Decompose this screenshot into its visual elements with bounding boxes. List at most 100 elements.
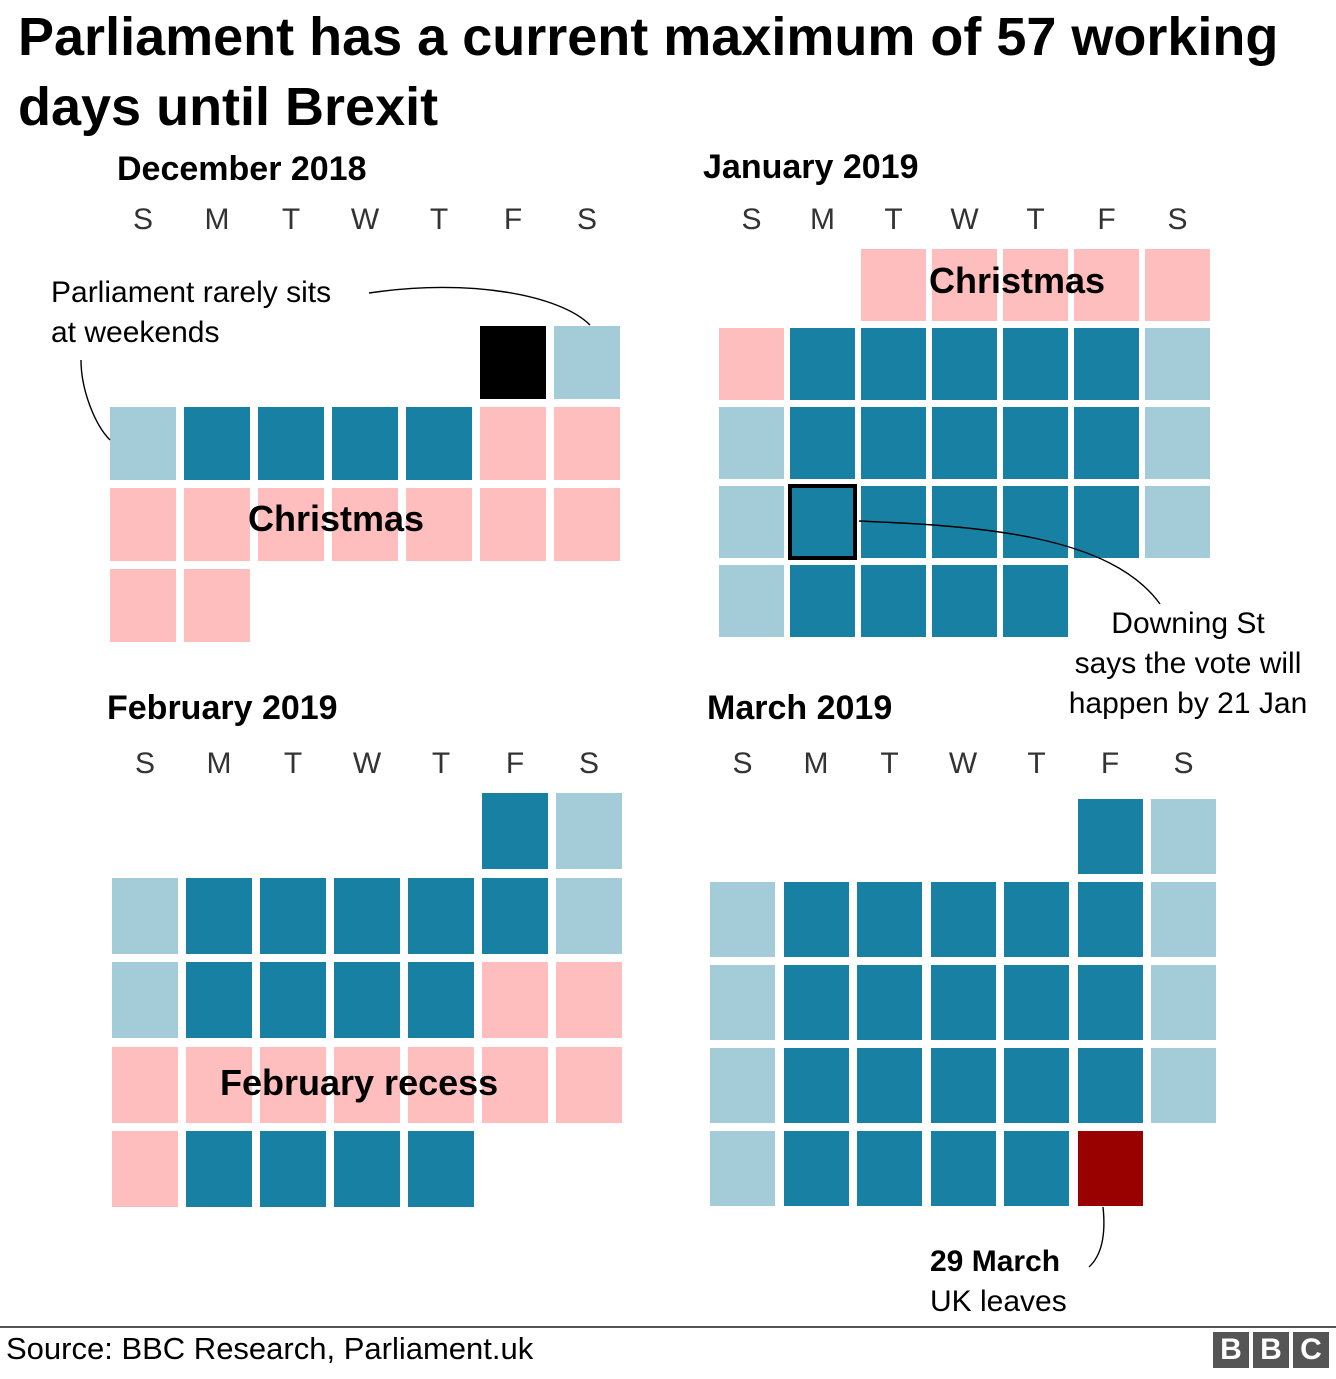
day-cell-recess <box>334 1046 400 1123</box>
footer-divider <box>0 1326 1336 1328</box>
calendar-title-december: December 2018 <box>117 150 367 188</box>
day-cell-sitting <box>930 1048 996 1123</box>
day-cell-recess <box>556 1046 622 1123</box>
day-cell-weekend <box>719 407 784 479</box>
calendar-title-february: February 2019 <box>107 689 338 727</box>
day-cell-sitting <box>861 328 926 400</box>
day-cell-sitting <box>1077 882 1143 957</box>
weekend-leader-line <box>368 286 591 326</box>
day-cell-sitting <box>1077 1048 1143 1123</box>
weekend-leader-line-lower <box>80 359 111 441</box>
day-cell-sitting <box>1003 328 1068 400</box>
weekday-header-december: S <box>132 203 153 236</box>
day-cell-recess <box>1003 249 1068 321</box>
weekends-annotation-line-2: at weekends <box>51 316 220 349</box>
day-cell-recess <box>719 328 784 400</box>
weekday-header-february: W <box>352 747 382 780</box>
day-cell-sitting <box>790 565 855 637</box>
day-cell-sitting <box>260 962 326 1038</box>
brexit-leader-line <box>1088 1206 1105 1268</box>
day-cell-recess <box>110 569 176 642</box>
day-cell-brexit_day <box>1077 1131 1143 1206</box>
brexit-annotation: 29 March UK leaves <box>930 1242 1067 1322</box>
day-cell-recess <box>112 1131 178 1207</box>
weekday-header-february: T <box>283 747 303 780</box>
chart-title: Parliament has a current maximum of 57 w… <box>18 7 1279 137</box>
christmas-label-december: Christmas <box>248 498 425 539</box>
day-cell-sitting <box>1074 407 1139 479</box>
day-cell-sitting <box>932 328 997 400</box>
day-cell-weekend <box>110 407 176 480</box>
day-cell-sitting <box>186 1131 252 1207</box>
day-cell-sitting <box>857 965 922 1040</box>
day-cell-sitting <box>1077 799 1143 874</box>
day-cell-sitting <box>930 1131 996 1206</box>
bbc-logo-block-2: B <box>1253 1332 1289 1368</box>
day-cell-recess <box>932 249 997 321</box>
day-cell-sitting <box>1004 1048 1069 1123</box>
weekday-header-january: S <box>741 203 762 236</box>
day-cell-sitting <box>930 965 996 1040</box>
weekday-header-march: W <box>948 747 978 780</box>
weekday-header-december: T <box>281 203 301 236</box>
weekday-header-march: T <box>1027 747 1046 780</box>
day-cell-sitting <box>861 407 926 479</box>
weekday-header-january: T <box>1026 203 1045 236</box>
day-cell-weekend <box>1151 882 1216 957</box>
day-cell-recess <box>186 1046 252 1123</box>
day-cell-sitting <box>790 407 855 479</box>
day-cell-sitting <box>408 962 474 1038</box>
day-cell-recess <box>480 488 546 561</box>
day-cell-weekend <box>710 965 775 1040</box>
day-cell-recess <box>110 488 176 561</box>
day-cell-weekend <box>556 877 622 954</box>
vote-day-highlight <box>788 484 857 560</box>
source-note: Source: BBC Research, Parliament.uk <box>6 1331 534 1366</box>
vote-leader-line <box>858 520 1161 605</box>
day-cell-weekend <box>112 877 178 954</box>
day-cell-weekend <box>1145 486 1210 558</box>
day-cell-weekend <box>719 486 784 558</box>
weekday-header-december: M <box>204 203 230 236</box>
weekends-annotation-line-1: Parliament rarely sits <box>51 276 332 309</box>
vote-annotation-line-1: Downing St <box>1111 607 1265 640</box>
day-cell-sitting <box>932 407 997 479</box>
day-cell-sitting <box>783 965 849 1040</box>
day-cell-sitting <box>857 1131 922 1206</box>
day-cell-sitting <box>260 877 326 954</box>
weekday-header-december: F <box>503 203 523 236</box>
day-cell-sitting <box>857 882 922 957</box>
day-cell-recess <box>112 1046 178 1123</box>
day-cell-sitting <box>260 1131 326 1207</box>
day-cell-sitting <box>932 486 997 558</box>
calendar-title-march: March 2019 <box>707 689 893 727</box>
brexit-date-label: 29 March <box>930 1245 1061 1278</box>
day-cell-sitting <box>332 407 398 480</box>
day-cell-sitting <box>334 962 400 1038</box>
weekday-header-january: T <box>884 203 903 236</box>
day-cell-weekend <box>710 1048 775 1123</box>
weekday-header-december: S <box>576 203 597 236</box>
day-cell-sitting <box>783 1048 849 1123</box>
day-cell-sitting <box>334 877 400 954</box>
weekday-header-march: S <box>1173 747 1194 780</box>
weekday-header-march: F <box>1100 747 1120 780</box>
day-cell-sitting <box>1074 486 1139 558</box>
weekday-header-january: M <box>810 203 835 236</box>
day-cell-sitting <box>186 877 252 954</box>
day-cell-weekend <box>1145 328 1210 400</box>
day-cell-sitting <box>1003 407 1068 479</box>
day-cell-sitting <box>783 1131 849 1206</box>
day-cell-recess <box>258 488 324 561</box>
day-cell-weekend <box>719 565 784 637</box>
vote-annotation-line-2: says the vote will <box>1074 647 1302 680</box>
day-cell-recess <box>554 407 620 480</box>
day-cell-recess <box>406 488 472 561</box>
day-cell-recess <box>480 407 546 480</box>
day-cell-today <box>480 326 546 399</box>
day-cell-weekend <box>556 793 622 869</box>
weekday-header-january: W <box>950 203 979 236</box>
day-cell-weekend <box>554 326 620 399</box>
day-cell-weekend <box>1151 799 1216 874</box>
day-cell-weekend <box>710 1131 775 1206</box>
